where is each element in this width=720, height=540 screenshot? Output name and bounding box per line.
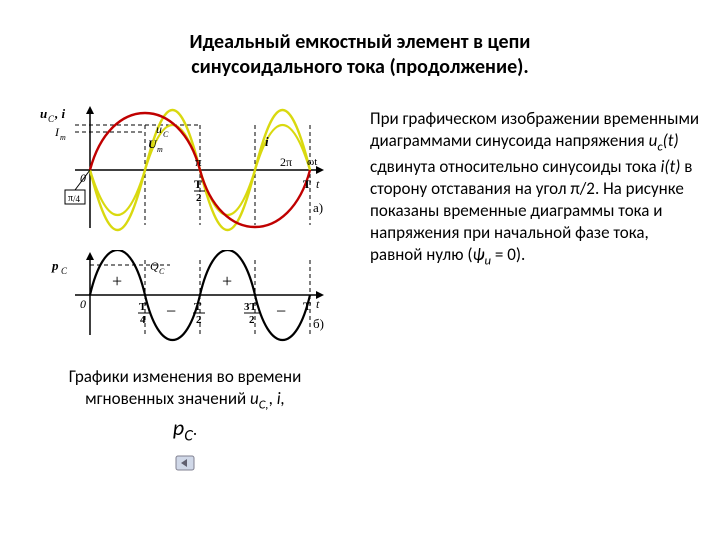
svg-text:C: C — [61, 266, 68, 276]
svg-text:C: C — [163, 130, 169, 139]
svg-text:0: 0 — [80, 171, 86, 185]
svg-text:+: + — [112, 271, 122, 291]
left-column: u C , i u C i I m U m 0 π 2π ωt T 2 T t … — [20, 100, 350, 471]
svg-text:/4: /4 — [73, 194, 81, 204]
waveform-chart-b: p C Q C + − + − 0 T 4 T 2 3T 2 T t б) — [20, 250, 330, 358]
svg-text:T: T — [303, 299, 311, 313]
p2: сдвинута относительно синусоиды тока — [370, 156, 660, 177]
caption-p: p — [173, 414, 184, 441]
svg-text:ωt: ωt — [307, 156, 317, 168]
svg-text:u: u — [156, 122, 162, 136]
svg-text:t: t — [316, 177, 320, 191]
svg-text:π: π — [195, 154, 202, 169]
svg-text:, i: , i — [54, 106, 66, 121]
caption-line1: Графики изменения во времени — [69, 366, 302, 387]
svg-text:2π: 2π — [280, 155, 292, 169]
title-line2: синусоидального тока (продолжение). — [191, 55, 528, 79]
caption-line2b: , — [269, 388, 277, 409]
caption-dot: . — [193, 419, 197, 440]
svg-text:а): а) — [313, 200, 323, 215]
svg-text:4: 4 — [140, 314, 146, 326]
title-line1: Идеальный емкостный элемент в цепи — [190, 30, 531, 54]
svg-text:p: p — [51, 258, 59, 273]
right-column: При графическом изображении временными д… — [350, 100, 700, 471]
figure-caption: Графики изменения во времени мгновенных … — [20, 366, 350, 447]
svg-text:T: T — [139, 301, 147, 313]
svg-text:m: m — [60, 133, 66, 142]
caption-u-sub: C, — [259, 397, 269, 412]
svg-text:2: 2 — [196, 192, 202, 204]
svg-text:T: T — [194, 177, 202, 191]
waveform-chart-a: u C , i u C i I m U m 0 π 2π ωt T 2 T t … — [20, 100, 330, 250]
svg-text:C: C — [159, 267, 165, 276]
svg-text:i: i — [265, 134, 269, 149]
svg-text:0: 0 — [80, 297, 86, 311]
caption-line2a: мгновенных значений — [85, 388, 250, 409]
svg-text:Q: Q — [150, 259, 159, 273]
svg-text:−: − — [166, 301, 176, 321]
svg-text:+: + — [222, 271, 232, 291]
svg-text:C: C — [48, 114, 55, 124]
caption-p-sub: C — [184, 425, 193, 445]
slide-title: Идеальный емкостный элемент в цепи синус… — [0, 0, 720, 90]
p-it: i(t) — [660, 156, 680, 177]
p-pi2: π/2 — [570, 178, 595, 199]
p5: = 0). — [491, 244, 525, 265]
svg-text:2: 2 — [196, 314, 202, 326]
caption-u: u — [250, 388, 259, 409]
svg-text:3T: 3T — [244, 301, 258, 313]
caption-i: i, — [277, 388, 285, 409]
nav-prev-icon[interactable] — [175, 455, 195, 471]
svg-text:u: u — [40, 106, 47, 121]
svg-text:t: t — [316, 297, 320, 311]
content-area: u C , i u C i I m U m 0 π 2π ωt T 2 T t … — [0, 90, 720, 471]
svg-text:T: T — [303, 177, 311, 191]
svg-text:б): б) — [313, 316, 324, 331]
p-psi: ψ — [472, 244, 484, 265]
main-paragraph: При графическом изображении временными д… — [370, 108, 700, 270]
p-uc-t: (t) — [663, 130, 679, 151]
svg-text:−: − — [276, 301, 286, 321]
svg-text:m: m — [157, 145, 163, 154]
svg-text:T: T — [194, 301, 202, 313]
svg-text:2: 2 — [249, 314, 255, 326]
